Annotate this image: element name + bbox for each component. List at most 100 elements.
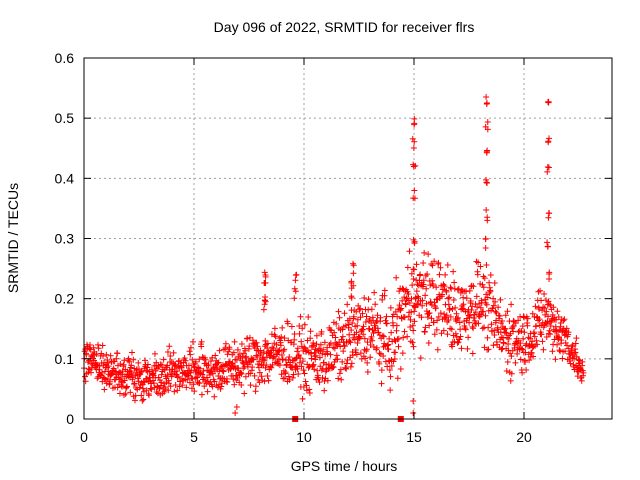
data-point bbox=[407, 316, 414, 323]
data-point bbox=[532, 303, 539, 310]
x-axis-label: GPS time / hours bbox=[291, 458, 398, 474]
data-point bbox=[376, 332, 383, 339]
data-point bbox=[347, 339, 354, 346]
data-point bbox=[274, 351, 281, 358]
data-point bbox=[544, 243, 551, 250]
data-point bbox=[323, 361, 330, 368]
data-point bbox=[391, 355, 398, 362]
data-point bbox=[278, 333, 285, 340]
data-point bbox=[253, 352, 260, 359]
data-point bbox=[300, 367, 307, 374]
data-point bbox=[487, 271, 494, 278]
data-point bbox=[379, 332, 386, 339]
data-point bbox=[216, 347, 223, 354]
data-point bbox=[546, 276, 553, 283]
data-point bbox=[337, 366, 344, 373]
data-point bbox=[425, 340, 432, 347]
data-point bbox=[381, 292, 388, 299]
data-point bbox=[178, 364, 185, 371]
data-point bbox=[469, 323, 476, 330]
y-tick-label: 0.1 bbox=[55, 351, 75, 367]
data-point bbox=[336, 314, 343, 321]
chart-title: Day 096 of 2022, SRMTID for receiver flr… bbox=[214, 19, 475, 35]
data-point bbox=[254, 361, 261, 368]
data-point bbox=[428, 315, 435, 322]
data-point bbox=[211, 393, 218, 400]
data-point bbox=[270, 354, 277, 361]
data-point bbox=[364, 359, 371, 366]
data-point bbox=[448, 326, 455, 333]
data-point bbox=[231, 381, 238, 388]
data-point bbox=[164, 362, 171, 369]
data-point bbox=[242, 347, 249, 354]
data-point bbox=[233, 356, 240, 363]
data-point bbox=[268, 331, 275, 338]
data-point bbox=[410, 343, 417, 350]
data-point bbox=[191, 388, 198, 395]
data-point bbox=[222, 345, 229, 352]
data-point bbox=[219, 367, 226, 374]
data-point bbox=[261, 357, 268, 364]
data-point bbox=[384, 363, 391, 370]
data-point bbox=[391, 336, 398, 343]
data-point bbox=[508, 301, 515, 308]
data-point bbox=[271, 325, 278, 332]
data-point bbox=[538, 331, 545, 338]
data-point bbox=[441, 311, 448, 318]
data-point bbox=[234, 374, 241, 381]
data-point bbox=[415, 294, 422, 301]
data-point bbox=[145, 392, 152, 399]
data-point bbox=[157, 361, 164, 368]
data-point bbox=[455, 314, 462, 321]
data-point bbox=[204, 388, 211, 395]
data-point bbox=[231, 338, 238, 345]
data-point bbox=[388, 362, 395, 369]
data-point bbox=[114, 350, 121, 357]
data-point bbox=[507, 350, 514, 357]
data-point bbox=[504, 359, 511, 366]
data-point bbox=[459, 305, 466, 312]
data-point bbox=[332, 334, 339, 341]
data-point bbox=[173, 368, 180, 375]
data-point bbox=[262, 273, 269, 280]
data-point bbox=[546, 301, 553, 308]
data-point bbox=[128, 362, 135, 369]
data-point bbox=[301, 370, 308, 377]
data-point bbox=[209, 383, 216, 390]
data-point bbox=[341, 310, 348, 317]
data-point bbox=[447, 313, 454, 320]
data-point bbox=[297, 355, 304, 362]
data-point bbox=[93, 351, 100, 358]
data-point bbox=[443, 288, 450, 295]
data-point bbox=[222, 340, 229, 347]
data-point bbox=[186, 379, 193, 386]
x-tick-label: 10 bbox=[296, 429, 312, 445]
data-point bbox=[153, 389, 160, 396]
data-point bbox=[482, 236, 489, 243]
data-point bbox=[182, 357, 189, 364]
data-point bbox=[224, 378, 231, 385]
data-point bbox=[207, 358, 214, 365]
data-point bbox=[373, 344, 380, 351]
data-point bbox=[276, 347, 283, 354]
data-point bbox=[325, 361, 332, 368]
data-point bbox=[101, 386, 108, 393]
data-point bbox=[339, 358, 346, 365]
data-point bbox=[310, 340, 317, 347]
data-point bbox=[364, 368, 371, 375]
data-point bbox=[548, 319, 555, 326]
data-point bbox=[517, 340, 524, 347]
data-point bbox=[422, 292, 429, 299]
data-point bbox=[420, 277, 427, 284]
data-point bbox=[462, 326, 469, 333]
data-point bbox=[520, 335, 527, 342]
data-point bbox=[138, 392, 145, 399]
data-point bbox=[543, 308, 550, 315]
data-point bbox=[277, 342, 284, 349]
data-point bbox=[515, 317, 522, 324]
data-point bbox=[573, 353, 580, 360]
data-point bbox=[547, 331, 554, 338]
data-point bbox=[549, 348, 556, 355]
data-point bbox=[346, 338, 353, 345]
data-point bbox=[492, 308, 499, 315]
